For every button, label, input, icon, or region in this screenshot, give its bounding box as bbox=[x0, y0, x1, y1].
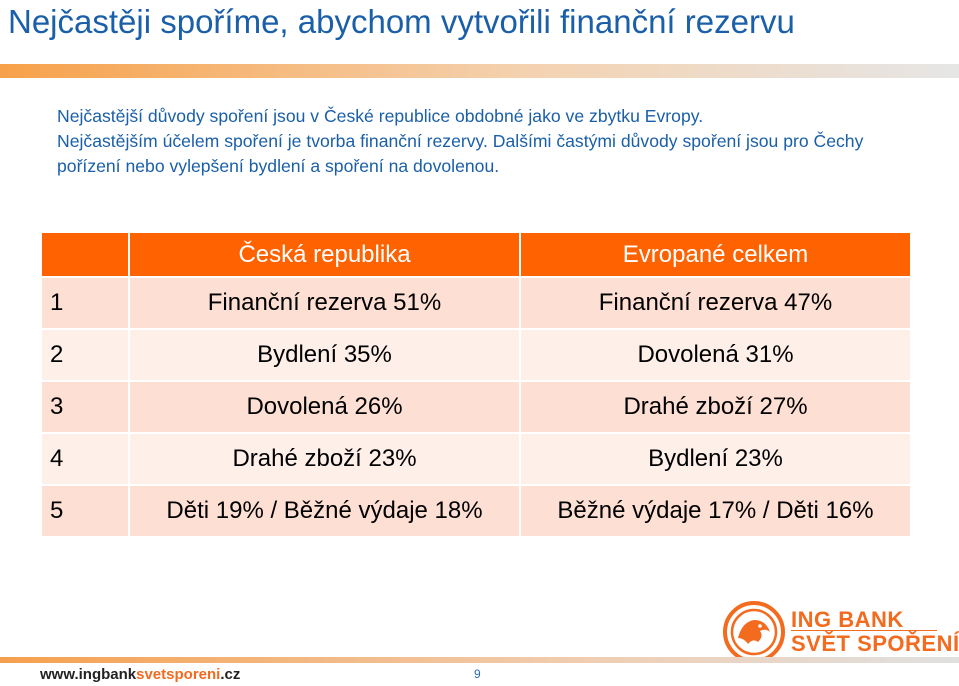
table-row: 4 Drahé zboží 23% Bydlení 23% bbox=[42, 434, 910, 484]
header-europeans-total: Evropané celkem bbox=[521, 233, 910, 276]
cz-cell: Bydlení 35% bbox=[130, 330, 519, 380]
rank-cell: 3 bbox=[42, 382, 128, 432]
eu-cell: Bydlení 23% bbox=[521, 434, 910, 484]
eu-cell: Finanční rezerva 47% bbox=[521, 278, 910, 328]
url-prefix: www.ingbank bbox=[40, 666, 137, 683]
url-accent: svetsporeni bbox=[136, 666, 221, 683]
page-number: 9 bbox=[474, 667, 481, 681]
cz-cell: Drahé zboží 23% bbox=[130, 434, 519, 484]
footer-bar bbox=[0, 657, 959, 663]
logo-svet-sporeni: SVĚT SPOŘENÍ bbox=[791, 631, 959, 656]
table-row: 1 Finanční rezerva 51% Finanční rezerva … bbox=[42, 278, 910, 328]
cz-cell: Dovolená 26% bbox=[130, 382, 519, 432]
rank-cell: 4 bbox=[42, 434, 128, 484]
intro-line-2: Nejčastějším účelem spoření je tvorba fi… bbox=[57, 131, 864, 176]
rank-cell: 5 bbox=[42, 486, 128, 536]
eu-cell: Běžné výdaje 17% / Děti 16% bbox=[521, 486, 910, 536]
intro-line-1: Nejčastější důvody spoření jsou v České … bbox=[57, 106, 704, 126]
header-rank bbox=[42, 233, 128, 276]
logo-ing-bank: ING BANK bbox=[791, 607, 904, 632]
url-suffix: .cz bbox=[220, 666, 241, 683]
table-row: 5 Děti 19% / Běžné výdaje 18% Běžné výda… bbox=[42, 486, 910, 536]
logo-divider bbox=[791, 630, 937, 631]
eu-cell: Dovolená 31% bbox=[521, 330, 910, 380]
table-row: 2 Bydlení 35% Dovolená 31% bbox=[42, 330, 910, 380]
rank-cell: 2 bbox=[42, 330, 128, 380]
rank-cell: 1 bbox=[42, 278, 128, 328]
table-header-row: Česká republika Evropané celkem bbox=[42, 233, 910, 276]
intro-text: Nejčastější důvody spoření jsou v České … bbox=[57, 104, 917, 179]
slide-title: Nejčastěji spoříme, abychom vytvořili fi… bbox=[8, 3, 795, 40]
footer-url-link[interactable]: www.ingbanksvetsporeni.cz bbox=[40, 666, 240, 683]
cz-cell: Děti 19% / Běžné výdaje 18% bbox=[130, 486, 519, 536]
table-row: 3 Dovolená 26% Drahé zboží 27% bbox=[42, 382, 910, 432]
header-czech-republic: Česká republika bbox=[130, 233, 519, 276]
eu-cell: Drahé zboží 27% bbox=[521, 382, 910, 432]
cz-cell: Finanční rezerva 51% bbox=[130, 278, 519, 328]
title-underline-bar bbox=[0, 64, 959, 78]
savings-reasons-table: Česká republika Evropané celkem 1 Finanč… bbox=[40, 231, 912, 538]
